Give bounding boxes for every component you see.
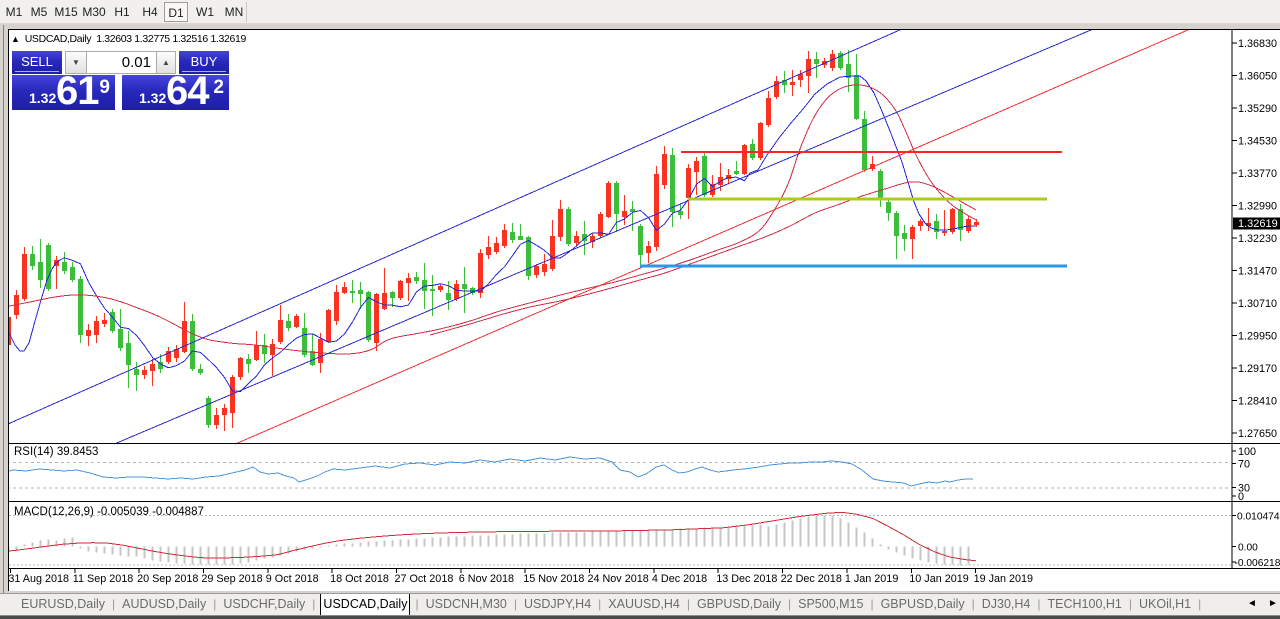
svg-text:1.27650: 1.27650 xyxy=(1238,428,1277,440)
svg-text:19 Jan 2019: 19 Jan 2019 xyxy=(974,573,1033,585)
svg-text:70: 70 xyxy=(1238,459,1250,471)
svg-text:15 Nov 2018: 15 Nov 2018 xyxy=(523,573,584,585)
svg-text:0: 0 xyxy=(1238,491,1244,503)
svg-text:24 Nov 2018: 24 Nov 2018 xyxy=(588,573,649,585)
svg-text:1.32619: 1.32619 xyxy=(1238,218,1278,230)
svg-text:13 Dec 2018: 13 Dec 2018 xyxy=(716,573,777,585)
svg-text:11 Sep 2018: 11 Sep 2018 xyxy=(73,573,133,585)
svg-text:1.29950: 1.29950 xyxy=(1238,331,1277,343)
svg-text:MACD(12,26,9) -0.005039 -0.004: MACD(12,26,9) -0.005039 -0.004887 xyxy=(14,506,204,518)
svg-text:0.00: 0.00 xyxy=(1238,543,1258,554)
svg-text:27 Oct 2018: 27 Oct 2018 xyxy=(395,573,454,585)
svg-text:1.31470: 1.31470 xyxy=(1238,266,1277,278)
svg-text:9 Oct 2018: 9 Oct 2018 xyxy=(266,573,319,585)
svg-text:4 Dec 2018: 4 Dec 2018 xyxy=(652,573,707,585)
svg-text:-0.006218: -0.006218 xyxy=(1235,558,1280,569)
svg-text:1.32230: 1.32230 xyxy=(1238,233,1277,245)
svg-text:1.32990: 1.32990 xyxy=(1238,201,1277,213)
svg-text:18 Oct 2018: 18 Oct 2018 xyxy=(330,573,389,585)
svg-text:1.33770: 1.33770 xyxy=(1238,168,1277,180)
svg-text:1.30710: 1.30710 xyxy=(1238,298,1277,310)
svg-text:1.36050: 1.36050 xyxy=(1238,71,1277,83)
svg-text:1.36830: 1.36830 xyxy=(1238,38,1277,50)
svg-text:1 Jan 2019: 1 Jan 2019 xyxy=(845,573,898,585)
svg-text:30: 30 xyxy=(1238,482,1250,494)
svg-text:29 Sep 2018: 29 Sep 2018 xyxy=(201,573,262,585)
svg-text:0.010474: 0.010474 xyxy=(1237,511,1280,522)
svg-text:10 Jan 2019: 10 Jan 2019 xyxy=(909,573,968,585)
svg-text:1.35290: 1.35290 xyxy=(1238,103,1277,115)
svg-text:6 Nov 2018: 6 Nov 2018 xyxy=(459,573,514,585)
svg-text:RSI(14) 39.8453: RSI(14) 39.8453 xyxy=(14,446,98,458)
svg-text:1.29170: 1.29170 xyxy=(1238,363,1277,375)
svg-text:22 Dec 2018: 22 Dec 2018 xyxy=(781,573,842,585)
svg-text:31 Aug 2018: 31 Aug 2018 xyxy=(9,573,69,585)
svg-text:100: 100 xyxy=(1238,446,1256,458)
svg-text:20 Sep 2018: 20 Sep 2018 xyxy=(137,573,198,585)
svg-text:1.34530: 1.34530 xyxy=(1238,136,1277,148)
svg-text:1.28410: 1.28410 xyxy=(1238,396,1277,408)
